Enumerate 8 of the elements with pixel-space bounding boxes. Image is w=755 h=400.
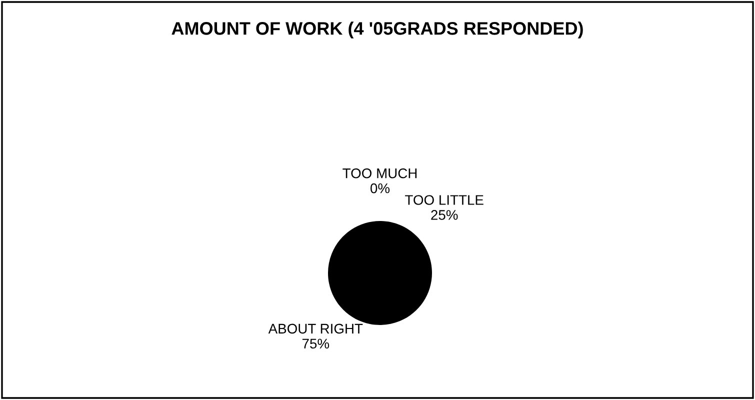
data-label: 75% — [302, 338, 330, 349]
category-label: TOO MUCH — [342, 168, 417, 178]
text: 0% — [370, 183, 390, 194]
data-label: 25% — [431, 210, 458, 220]
chart-title: AMOUNT OF WORK (4 '05GRADS RESPONDED) — [172, 22, 583, 38]
pie-slice — [328, 221, 432, 325]
slice-label: ABOUT RIGHT — [268, 324, 363, 334]
slice-label: TOO LITTLE — [405, 195, 484, 205]
